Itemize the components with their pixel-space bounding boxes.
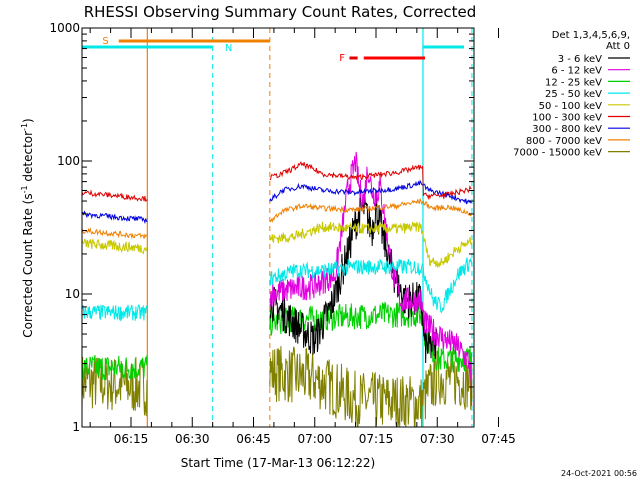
- x-axis-label: Start Time (17-Mar-13 06:12:22): [181, 456, 375, 470]
- y-tick-label: 100: [57, 154, 80, 168]
- x-tick-label: 07:30: [420, 432, 455, 446]
- x-tick-label: 06:45: [236, 432, 271, 446]
- series-trace-100-300-kev: [269, 161, 472, 200]
- y-tick-label: 1000: [49, 21, 80, 35]
- series-trace-25-50-kev: [269, 257, 473, 314]
- legend-header: Att 0: [606, 41, 630, 52]
- legend-entry-label: 300 - 800 keV: [532, 124, 602, 135]
- series-trace-6-12-kev: [269, 151, 473, 407]
- series-trace-25-50-kev: [81, 304, 148, 322]
- plot-frame: [81, 27, 475, 428]
- x-tick-label: 06:15: [114, 432, 149, 446]
- y-tick-label: 10: [65, 287, 80, 301]
- series-trace-300-800-kev: [269, 179, 472, 205]
- legend-entry-label: 7000 - 15000 keV: [513, 148, 602, 159]
- series-trace-12-25-kev: [81, 354, 148, 381]
- legend-entry-label: 3 - 6 keV: [558, 54, 602, 65]
- x-tick-label: 07:00: [297, 432, 332, 446]
- legend-header: Det 1,3,4,5,6,9,: [552, 30, 630, 41]
- series-trace-300-800-kev: [81, 210, 148, 225]
- series-trace-50-100-kev: [269, 221, 473, 268]
- legend-entry-label: 50 - 100 keV: [539, 101, 603, 112]
- annotation-label-night: N: [225, 43, 232, 54]
- series-trace-3-6-kev: [269, 193, 438, 364]
- series-trace-50-100-kev: [81, 238, 148, 255]
- series-trace-800-7000-kev: [269, 198, 472, 223]
- chart-title: RHESSI Observing Summary Count Rates, Co…: [84, 3, 477, 21]
- x-tick-label: 07:15: [359, 432, 394, 446]
- annotation-label-saa: S: [102, 36, 108, 47]
- annotation-label-flare: F: [339, 53, 345, 64]
- legend-entry-label: 100 - 300 keV: [532, 113, 602, 124]
- legend-entry-label: 6 - 12 keV: [551, 66, 602, 77]
- x-tick-label: 06:30: [175, 432, 210, 446]
- legend-entry-label: 800 - 7000 keV: [526, 136, 602, 147]
- y-tick-label: 1: [72, 420, 80, 434]
- footer-timestamp: 24-Oct-2021 00:56: [561, 469, 637, 478]
- series-trace-800-7000-kev: [81, 226, 148, 240]
- y-axis-label: Corrected Count Rate (s-1 detector-1): [20, 118, 35, 337]
- legend-entry-label: 25 - 50 keV: [545, 89, 602, 100]
- legend-entry-label: 12 - 25 keV: [545, 77, 602, 88]
- series-trace-7000-15000-kev: [269, 346, 473, 428]
- x-tick-label: 07:45: [481, 432, 516, 446]
- series-trace-100-300-kev: [81, 189, 148, 202]
